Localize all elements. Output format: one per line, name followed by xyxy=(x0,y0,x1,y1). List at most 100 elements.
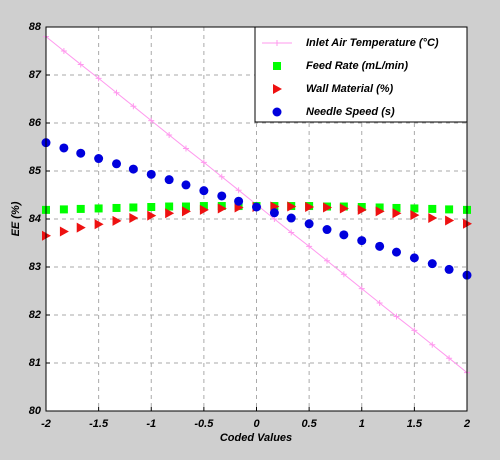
marker xyxy=(273,84,282,94)
marker xyxy=(306,243,313,250)
marker xyxy=(375,203,384,212)
marker xyxy=(323,202,333,213)
marker xyxy=(357,204,367,215)
marker xyxy=(199,202,208,211)
marker xyxy=(411,327,418,334)
x-tick-label: -2 xyxy=(41,418,51,430)
marker xyxy=(112,159,122,169)
marker xyxy=(427,259,437,269)
marker xyxy=(252,202,261,212)
marker xyxy=(288,229,295,236)
x-tick-label: 0.5 xyxy=(301,418,317,430)
marker xyxy=(165,208,175,219)
marker xyxy=(181,202,190,211)
x-tick-label: -1 xyxy=(146,418,156,430)
marker xyxy=(322,225,332,235)
marker xyxy=(392,208,402,219)
marker xyxy=(358,285,365,292)
marker xyxy=(199,204,209,215)
marker xyxy=(217,191,227,201)
marker xyxy=(147,210,157,221)
marker xyxy=(112,215,122,226)
marker xyxy=(147,203,156,211)
marker xyxy=(60,48,67,54)
marker xyxy=(128,164,138,174)
marker xyxy=(77,61,84,68)
y-tick-label: 82 xyxy=(29,309,41,321)
marker xyxy=(76,148,86,158)
marker xyxy=(200,159,207,166)
marker xyxy=(59,143,69,153)
x-axis-label: Coded Values xyxy=(220,432,292,444)
marker xyxy=(445,215,455,226)
marker xyxy=(218,173,225,180)
marker xyxy=(59,226,69,237)
marker xyxy=(339,230,349,240)
marker xyxy=(391,247,401,257)
marker xyxy=(182,145,189,152)
marker xyxy=(59,205,68,214)
marker xyxy=(272,107,282,117)
marker xyxy=(445,205,454,214)
marker xyxy=(235,187,242,194)
marker xyxy=(324,257,331,264)
marker xyxy=(410,210,420,221)
y-tick-label: 86 xyxy=(29,117,42,129)
y-tick-label: 83 xyxy=(29,261,41,273)
marker xyxy=(164,175,174,185)
marker xyxy=(375,206,385,217)
x-tick-label: -1.5 xyxy=(89,418,109,430)
y-tick-label: 84 xyxy=(29,213,41,225)
marker xyxy=(340,271,347,278)
marker xyxy=(76,204,85,213)
marker xyxy=(129,203,138,212)
marker xyxy=(428,213,438,224)
marker xyxy=(446,355,453,362)
marker xyxy=(286,213,296,223)
marker xyxy=(129,213,139,224)
marker xyxy=(148,117,155,124)
marker xyxy=(444,264,454,274)
marker xyxy=(409,253,419,263)
marker xyxy=(113,89,120,96)
marker xyxy=(428,204,437,213)
marker xyxy=(217,203,227,214)
marker xyxy=(357,203,366,211)
marker xyxy=(304,219,314,229)
y-tick-label: 88 xyxy=(29,21,42,33)
marker xyxy=(181,180,191,190)
marker xyxy=(287,201,297,212)
legend-label: Needle Speed (s) xyxy=(306,106,395,118)
marker xyxy=(181,206,191,217)
marker xyxy=(165,202,174,211)
marker xyxy=(392,203,401,212)
marker xyxy=(95,75,102,82)
marker xyxy=(339,203,349,214)
marker xyxy=(273,62,281,70)
marker xyxy=(410,204,419,213)
marker xyxy=(376,300,383,306)
y-axis-label: EE (%) xyxy=(10,201,22,236)
marker xyxy=(234,196,244,206)
marker xyxy=(357,236,367,246)
marker xyxy=(274,40,280,46)
y-tick-label: 87 xyxy=(29,69,42,81)
marker xyxy=(166,132,173,138)
legend-label: Wall Material (%) xyxy=(306,83,394,95)
x-tick-label: 2 xyxy=(463,418,470,430)
marker xyxy=(130,103,137,110)
x-tick-label: 1.5 xyxy=(407,418,423,430)
marker xyxy=(305,202,315,212)
x-tick-label: 1 xyxy=(359,418,365,430)
legend: Inlet Air Temperature (°C) Feed Rate (mL/… xyxy=(254,26,468,123)
marker xyxy=(112,203,121,212)
marker xyxy=(94,204,103,213)
marker xyxy=(94,219,104,230)
y-tick-label: 85 xyxy=(29,165,42,177)
legend-label: Inlet Air Temperature (°C) xyxy=(306,37,439,49)
x-tick-label: 0 xyxy=(253,418,260,430)
marker xyxy=(393,313,400,320)
y-tick-label: 80 xyxy=(29,405,42,417)
